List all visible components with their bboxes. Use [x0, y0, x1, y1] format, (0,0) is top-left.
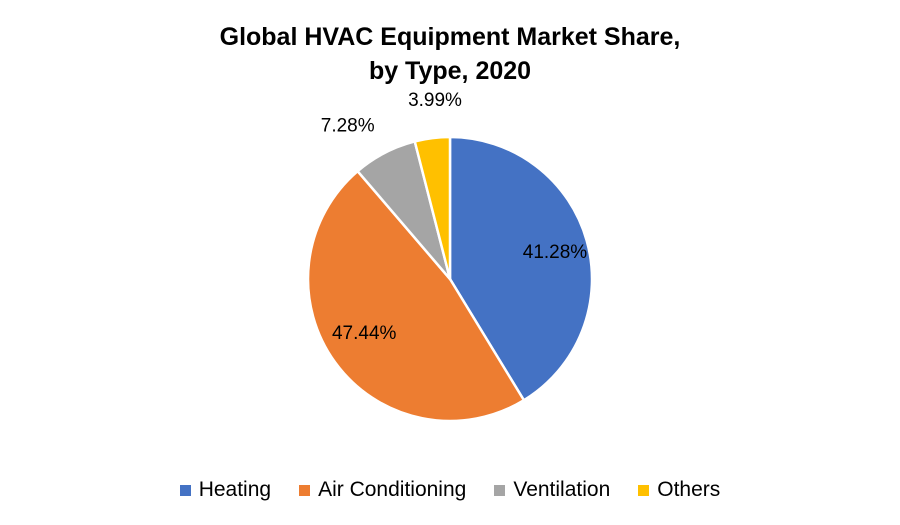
legend-label-air-conditioning: Air Conditioning — [318, 478, 467, 501]
data-label-ventilation: 7.28% — [321, 115, 375, 136]
pie-slice-others — [413, 135, 452, 281]
legend-item-heating: Heating — [179, 478, 272, 502]
legend-item-air-conditioning: Air Conditioning — [299, 478, 466, 502]
pie-slice-heating — [448, 135, 594, 402]
legend-swatch-air-conditioning — [299, 484, 311, 496]
legend-item-others: Others — [638, 478, 720, 502]
chart-title: Global HVAC Equipment Market Share, by T… — [0, 20, 900, 88]
legend-item-ventilation: Ventilation — [494, 478, 610, 502]
chart-title-line-2: by Type, 2020 — [368, 57, 532, 85]
data-label-air-conditioning: 47.44% — [332, 323, 397, 344]
legend: Heating Air Conditioning Ventilation Oth… — [0, 478, 900, 502]
legend-swatch-others — [638, 484, 650, 496]
pie-slice-air-conditioning — [306, 169, 526, 423]
chart-title-line-1: Global HVAC Equipment Market Share, — [219, 23, 681, 51]
data-label-heating: 41.28% — [523, 242, 588, 263]
legend-swatch-ventilation — [494, 484, 506, 496]
legend-swatch-heating — [179, 484, 191, 496]
legend-label-others: Others — [657, 478, 721, 501]
data-label-others: 3.99% — [408, 90, 462, 111]
legend-label-heating: Heating — [198, 478, 272, 501]
legend-label-ventilation: Ventilation — [513, 478, 611, 501]
